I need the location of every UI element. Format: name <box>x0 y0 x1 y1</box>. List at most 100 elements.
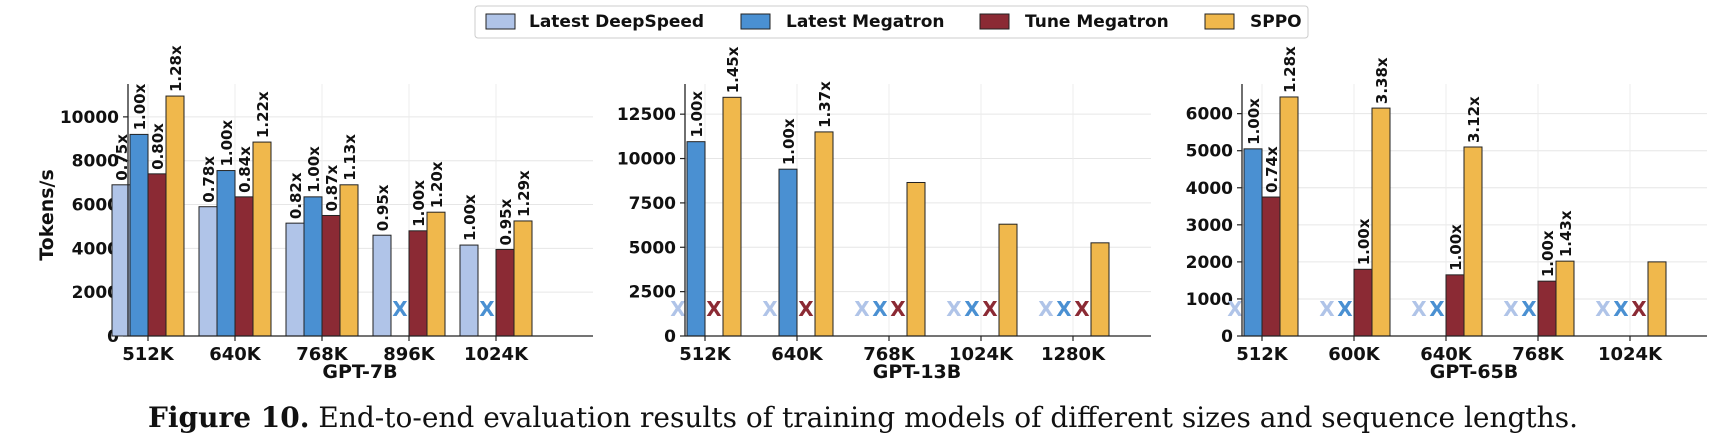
data-label: 1.00x <box>1539 230 1557 277</box>
legend-label-latest-deepspeed: Latest DeepSpeed <box>529 12 704 32</box>
bar-tune-megatron-896k <box>408 230 428 337</box>
oom-marker-latest-deepspeed: X <box>946 297 962 321</box>
legend-swatch-latest-deepspeed <box>485 13 516 30</box>
panel-gpt-7b: GPT-7B 02000400060008000100000.75x1.00x0… <box>60 45 593 383</box>
legend-label-sppo: SPPO <box>1250 12 1302 32</box>
bar-sppo-1024k <box>513 220 533 337</box>
oom-marker-latest-megatron: X <box>1521 297 1537 321</box>
bar-sppo-512k <box>1279 96 1299 337</box>
bar-sppo-896k <box>426 211 446 337</box>
bar-sppo-640k <box>814 131 834 337</box>
bar-sppo-600k <box>1371 107 1391 337</box>
oom-marker-latest-deepspeed: X <box>762 297 778 321</box>
oom-marker-latest-deepspeed: X <box>1503 297 1519 321</box>
data-label: 0.78x <box>200 156 218 203</box>
bar-tune-megatron-600k <box>1353 268 1373 337</box>
data-label: 1.00x <box>780 118 798 165</box>
y-tick-label: 10000 <box>617 150 676 170</box>
legend-swatch-tune-megatron <box>979 13 1010 30</box>
y-tick-label: 6000 <box>1186 105 1233 125</box>
data-label: 1.29x <box>515 170 533 217</box>
bar-tune-megatron-768k <box>321 214 341 337</box>
oom-marker-tune-megatron: X <box>798 297 814 321</box>
x-tick-label: 1024K <box>1598 344 1663 365</box>
oom-marker-tune-megatron: X <box>706 297 722 321</box>
oom-marker-latest-megatron: X <box>1613 297 1629 321</box>
bar-tune-megatron-768k <box>1537 280 1557 337</box>
oom-marker-latest-megatron: X <box>479 297 495 321</box>
x-tick-label: 768K <box>863 344 916 365</box>
y-tick-label: 4000 <box>72 239 119 259</box>
data-label: 0.87x <box>323 164 341 211</box>
panel-gpt-13b: GPT-13B 0 2500 5000 7500 10000 12500 X 1.00x X 1.… <box>617 46 1151 383</box>
data-label: 0.84x <box>236 146 254 193</box>
oom-marker-latest-megatron: X <box>872 297 888 321</box>
oom-marker-latest-deepspeed: X <box>670 297 686 321</box>
oom-marker-latest-deepspeed: X <box>1227 297 1243 321</box>
x-tick-label: 1024K <box>464 344 529 365</box>
data-label: 0.80x <box>149 123 167 170</box>
panel-gpt-65b: GPT-65B 0100020003000400050006000X1.00x0… <box>1186 46 1707 383</box>
x-tick-label: 768K <box>1512 344 1565 365</box>
panel-title-gpt-65b: GPT-65B <box>1430 361 1519 383</box>
data-label: 1.00x <box>410 180 428 227</box>
data-label: 1.22x <box>254 91 272 138</box>
y-tick-label: 2500 <box>629 283 676 303</box>
y-tick-label: 12500 <box>617 105 676 125</box>
data-label: 1.00x <box>688 91 706 138</box>
y-tick-label: 0 <box>1221 327 1233 347</box>
oom-marker-latest-deepspeed: X <box>1038 297 1054 321</box>
x-tick-label: 512K <box>1236 344 1289 365</box>
y-tick-label: 10000 <box>60 108 119 128</box>
x-tick-label: 768K <box>296 344 349 365</box>
data-label: 1.43x <box>1557 210 1575 257</box>
bar-latest-deepspeed-640k <box>198 206 218 337</box>
data-label: 1.00x <box>218 120 236 167</box>
bar-sppo-1024k <box>1647 261 1667 337</box>
caption-label: Figure 10. <box>148 401 309 434</box>
x-tick-label: 512K <box>122 344 175 365</box>
bar-sppo-768k <box>1555 260 1575 337</box>
bar-latest-deepspeed-768k <box>285 222 305 337</box>
oom-marker-latest-deepspeed: X <box>1411 297 1427 321</box>
y-tick-label: 5000 <box>629 238 676 258</box>
legend-label-tune-megatron: Tune Megatron <box>1025 12 1169 32</box>
bar-tune-megatron-640k <box>234 196 254 337</box>
bar-sppo-1280k <box>1090 242 1110 337</box>
figure-caption: Figure 10. End-to-end evaluation results… <box>148 401 1578 434</box>
bar-tune-megatron-640k <box>1445 274 1465 337</box>
data-label: 1.20x <box>428 161 446 208</box>
y-tick-label: 3000 <box>1186 216 1233 236</box>
oom-marker-latest-megatron: X <box>1429 297 1445 321</box>
oom-marker-latest-megatron: X <box>964 297 980 321</box>
x-tick-label: 600K <box>1328 344 1381 365</box>
bar-sppo-1024k <box>998 223 1018 337</box>
bar-tune-megatron-1024k <box>495 248 515 337</box>
data-label: 1.13x <box>341 134 359 181</box>
data-label: 3.12x <box>1465 96 1483 143</box>
data-label: 1.45x <box>724 46 742 93</box>
y-tick-label: 7500 <box>629 194 676 214</box>
data-label: 1.00x <box>305 146 323 193</box>
oom-marker-latest-deepspeed: X <box>1595 297 1611 321</box>
x-tick-label: 640K <box>1420 344 1473 365</box>
legend-frame <box>474 5 1309 39</box>
data-label: 1.00x <box>1355 218 1373 265</box>
bar-sppo-512k <box>165 95 185 337</box>
bar-latest-megatron-512k <box>686 141 706 337</box>
bar-latest-megatron-512k <box>1243 148 1263 337</box>
legend-swatch-sppo <box>1204 13 1235 30</box>
bar-sppo-768k <box>906 181 926 337</box>
data-label: 1.00x <box>131 83 149 130</box>
y-tick-label: 8000 <box>72 152 119 172</box>
bar-latest-megatron-512k <box>129 133 149 337</box>
data-label: 1.00x <box>461 194 479 241</box>
data-label: 1.37x <box>816 81 834 128</box>
data-label: 0.82x <box>287 172 305 219</box>
oom-marker-latest-megatron: X <box>392 297 408 321</box>
legend-swatch-latest-megatron <box>740 13 771 30</box>
caption-text: End-to-end evaluation results of trainin… <box>309 401 1578 434</box>
data-label: 0.95x <box>497 198 515 245</box>
bar-tune-megatron-512k <box>1261 196 1281 337</box>
bar-latest-deepspeed-896k <box>372 234 392 337</box>
